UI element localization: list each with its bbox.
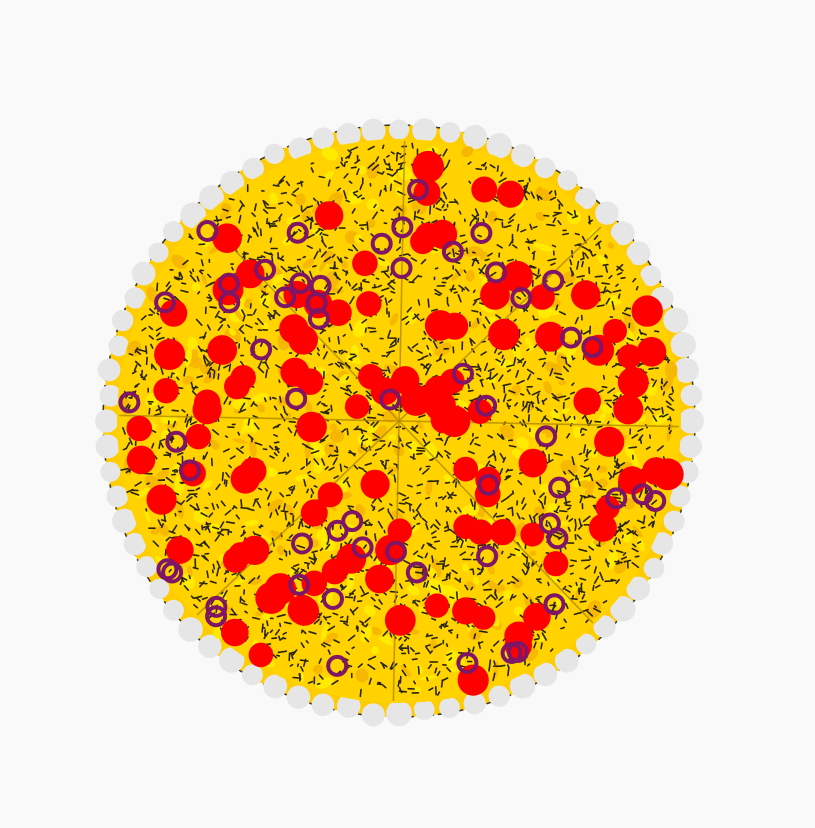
crust-bump: [679, 435, 702, 458]
crust-bump: [264, 144, 284, 164]
pepperoni-slice: [452, 597, 479, 624]
crust-bump: [178, 617, 203, 642]
pepperoni-slice: [240, 536, 269, 565]
crust-bump: [439, 697, 460, 718]
pepperoni-slice: [453, 457, 478, 482]
pepperoni-slice: [497, 181, 524, 208]
crust-bump: [312, 694, 335, 717]
crust-bump: [678, 408, 703, 433]
pepperoni-slice: [345, 394, 370, 419]
pepperoni-slice: [318, 482, 343, 507]
pepperoni-slice: [127, 446, 156, 475]
pepperoni-slice: [502, 261, 533, 292]
pepperoni-slice: [336, 544, 366, 574]
pepperoni-slice: [637, 337, 667, 367]
pepperoni-slice: [425, 310, 456, 341]
crust-bump: [163, 600, 184, 621]
crust-bump: [463, 125, 487, 149]
pepperoni-slice: [410, 229, 435, 254]
crust-bump: [681, 385, 703, 407]
pepperoni-slice: [249, 643, 274, 668]
pepperoni-slice: [471, 177, 497, 203]
crust-bump: [96, 435, 120, 459]
crust-bump: [488, 685, 509, 706]
pepperoni-slice: [224, 374, 250, 400]
pepperoni-slice: [594, 427, 624, 457]
pepperoni-slice: [255, 582, 287, 614]
crust-bump: [163, 221, 184, 242]
pepperoni-slice: [571, 280, 600, 309]
pepperoni-slice: [194, 390, 221, 417]
pepperoni-slice: [632, 295, 663, 326]
pepperoni-slice: [127, 416, 153, 442]
pepperoni-slice: [412, 151, 444, 183]
crust-bump: [100, 462, 120, 482]
crust-bump: [440, 122, 461, 143]
pepperoni-slice: [613, 394, 643, 424]
crust-bump: [535, 158, 556, 179]
crust-bump: [362, 703, 385, 726]
crust-bump: [98, 358, 121, 381]
crust-bump: [132, 262, 156, 286]
pepperoni-slice: [296, 412, 327, 443]
crust-bump: [312, 127, 334, 149]
crust-bump: [511, 144, 534, 167]
crust-bump: [112, 310, 133, 331]
cheese-blob: [187, 337, 197, 349]
pepperoni-slice: [573, 388, 601, 416]
pepperoni-slice: [361, 470, 390, 499]
pepperoni-slice: [652, 458, 684, 490]
crust-bump: [557, 170, 577, 190]
crust-bump: [106, 486, 128, 508]
pepperoni-slice: [288, 595, 318, 625]
crust-bump: [95, 409, 118, 432]
crust-bump: [287, 686, 310, 709]
crust-bump: [386, 700, 412, 726]
crust-bump: [663, 308, 688, 333]
crust-bump: [595, 201, 618, 224]
crust-bump: [148, 242, 168, 262]
pepperoni-slice: [154, 339, 185, 370]
pepperoni-slice: [439, 406, 470, 437]
pepperoni-slice: [425, 593, 449, 617]
pepperoni-slice: [365, 565, 394, 594]
pepperoni-slice: [207, 335, 237, 365]
crust-bump: [362, 119, 386, 143]
pepperoni-slice: [543, 551, 568, 576]
crust-bump: [644, 558, 665, 579]
pepperoni-slice: [617, 344, 641, 368]
pepperoni-slice: [315, 201, 344, 230]
pepperoni-slice: [385, 605, 416, 636]
pepperoni-slice: [239, 458, 266, 485]
pepperoni-slice: [186, 424, 211, 449]
pepperoni-slice: [147, 485, 177, 515]
crust-bump: [664, 511, 685, 532]
pepperoni-slice: [153, 378, 178, 403]
crust-bump: [389, 120, 409, 140]
pepperoni-slice: [352, 250, 378, 276]
pepperoni-slice: [488, 319, 519, 350]
pepperoni-slice: [618, 367, 649, 398]
crust-bump: [242, 664, 263, 685]
crust-bump: [412, 118, 436, 142]
pepperoni-slice: [221, 619, 249, 647]
pepperoni-slice: [490, 519, 516, 545]
pepperoni-slice: [356, 291, 381, 316]
crust-bump: [670, 332, 695, 357]
pepperoni-slice: [519, 449, 548, 478]
pepperoni-slice: [453, 515, 478, 540]
pepperoni-slice: [288, 325, 318, 355]
